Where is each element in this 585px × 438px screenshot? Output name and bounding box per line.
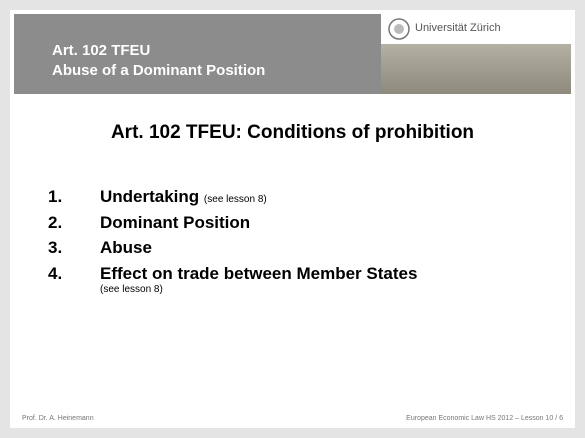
item-text: Undertaking (see lesson 8) xyxy=(100,187,267,207)
item-label: Undertaking xyxy=(100,187,199,206)
header-line: Art. 102 TFEU xyxy=(52,42,150,59)
logo-seal xyxy=(387,17,411,41)
item-label: Abuse xyxy=(100,238,152,257)
footer-right: European Economic Law HS 2012 – Lesson 1… xyxy=(406,415,563,422)
slide-title: Art. 102 TFEU: Conditions of prohibition xyxy=(10,122,575,144)
item-label: Dominant Position xyxy=(100,213,250,232)
item-text: Abuse xyxy=(100,238,152,258)
header: Art. 102 TFEU Abuse of a Dominant Positi… xyxy=(14,14,571,94)
header-line: Abuse of a Dominant Position xyxy=(52,62,265,79)
item-number: 4. xyxy=(48,264,62,284)
item-number: 1. xyxy=(48,187,62,207)
item-text: Dominant Position xyxy=(100,213,250,233)
item-label: Effect on trade between Member States xyxy=(100,264,417,283)
item-number: 2. xyxy=(48,213,62,233)
logo-text: Universität Zürich xyxy=(415,22,501,34)
item-note: (see lesson 8) xyxy=(204,194,267,205)
footer-left: Prof. Dr. A. Heinemann xyxy=(22,415,94,422)
item-text: Effect on trade between Member States xyxy=(100,264,417,284)
item-number: 3. xyxy=(48,238,62,258)
item-note: (see lesson 8) xyxy=(100,284,163,295)
slide: Art. 102 TFEU Abuse of a Dominant Positi… xyxy=(0,0,585,438)
logo: Universität Zürich xyxy=(381,14,571,44)
building-image xyxy=(381,44,571,94)
